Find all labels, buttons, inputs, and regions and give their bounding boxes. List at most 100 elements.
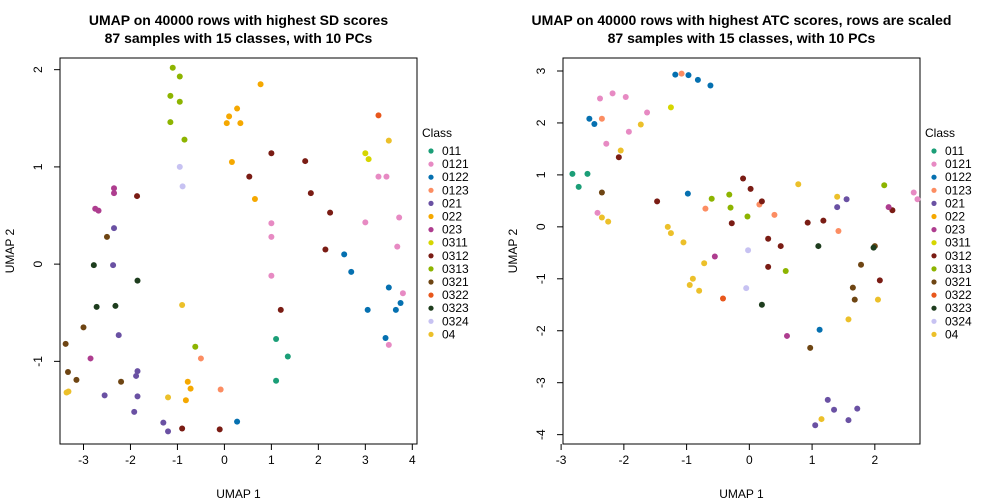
data-point-0321 [73,376,80,383]
data-point-0121 [622,93,629,100]
legend-marker-0122 [428,174,434,180]
y-tick-label: 2 [534,119,548,126]
chart-title-line-2: 87 samples with 15 classes, with 10 PCs [608,30,876,46]
data-point-04 [637,121,644,128]
data-point-021 [133,372,140,379]
data-point-023 [783,332,790,339]
y-tick-label: 0 [31,260,45,267]
legend-label-0123: 0123 [945,183,972,197]
data-point-0312 [134,193,141,200]
data-point-0122 [385,284,392,291]
data-point-011 [273,377,280,384]
data-point-0121 [625,128,632,135]
data-point-021 [165,428,172,435]
data-point-0312 [327,209,334,216]
data-point-021 [834,204,841,211]
data-point-021 [160,419,167,426]
data-point-0321 [118,378,125,385]
plot-frame [562,57,921,445]
y-axis-label: UMAP 2 [3,228,17,273]
data-point-0311 [362,150,369,157]
legend-label-04: 04 [945,327,959,341]
data-point-023 [111,190,118,197]
data-point-0121 [396,214,403,221]
data-point-011 [584,170,591,177]
data-point-022 [187,385,194,392]
data-point-0323 [815,243,822,250]
data-point-0122 [684,190,691,197]
data-point-022 [223,120,230,127]
data-point-011 [575,183,582,190]
legend-marker-0324 [428,318,434,324]
data-point-021 [831,406,838,413]
data-point-022 [251,195,258,202]
legend-label-021: 021 [945,196,965,210]
data-point-04 [689,275,696,282]
legend-label-0313: 0313 [442,262,469,276]
data-point-0121 [594,209,601,216]
x-tick-label: -2 [125,453,136,467]
data-point-04 [845,316,852,323]
data-point-0122 [397,300,404,307]
data-point-04 [617,147,624,154]
data-point-0324 [745,247,752,254]
legend-label-04: 04 [442,327,456,341]
data-point-0311 [365,156,372,163]
chart-title-line-1: UMAP on 40000 rows with highest ATC scor… [532,12,952,28]
data-point-0122 [707,82,714,89]
data-point-0313 [176,98,183,105]
legend-label-022: 022 [442,210,462,224]
data-point-0312 [804,219,811,226]
data-point-0313 [167,119,174,126]
data-point-04 [795,181,802,188]
data-point-0313 [708,195,715,202]
data-point-021 [111,225,118,232]
data-point-0324 [179,183,186,190]
legend-label-0323: 0323 [442,301,469,315]
y-tick-label: -1 [534,273,548,284]
data-point-0313 [192,343,199,350]
legend-label-0312: 0312 [442,249,469,263]
legend-label-0313: 0313 [945,262,972,276]
data-point-0122 [341,251,348,258]
legend-label-0321: 0321 [442,275,469,289]
legend-marker-0311 [428,240,434,246]
data-points [62,64,406,435]
legend: Class 01101210122012302102202303110312031… [422,126,469,341]
x-tick-label: 1 [809,453,816,467]
data-point-0321 [598,189,605,196]
data-point-0121 [609,90,616,97]
x-tick-label: -2 [619,453,630,467]
y-axis-label: UMAP 2 [506,228,520,273]
data-point-0323 [93,303,100,310]
data-point-0122 [694,76,701,83]
data-point-0122 [816,326,823,333]
data-point-0312 [307,190,314,197]
data-point-04 [664,223,671,230]
x-tick-label: 2 [871,453,878,467]
data-point-04 [834,193,841,200]
data-point-0312 [820,217,827,224]
data-point-0323 [90,262,97,269]
legend-marker-0323 [428,305,434,311]
data-point-0313 [167,92,174,99]
data-point-04 [65,388,72,395]
legend-label-022: 022 [945,210,965,224]
y-tick-label: 3 [534,67,548,74]
legend-marker-0321 [428,279,434,285]
data-point-0121 [603,140,610,147]
data-point-04 [818,416,825,423]
data-point-021 [134,393,141,400]
x-tick-label: -1 [681,453,692,467]
legend-label-0122: 0122 [945,170,972,184]
data-point-023 [95,207,102,214]
data-point-0312 [179,425,186,432]
y-tick-label: 2 [31,66,45,73]
y-tick-label: -1 [31,356,45,367]
legend-marker-021 [428,200,434,206]
x-axis-label: UMAP 1 [216,487,261,501]
legend-label-0311: 0311 [945,236,971,250]
data-point-0312 [740,175,747,182]
data-point-0121 [597,95,604,102]
data-point-0321 [64,369,71,376]
